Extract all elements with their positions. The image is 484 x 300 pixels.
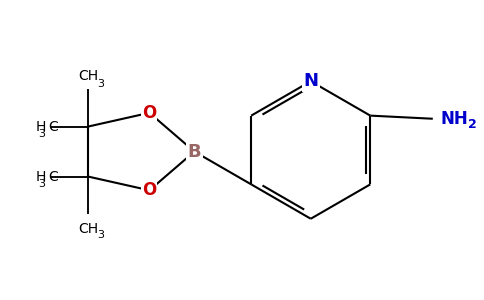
Text: 3: 3 [97,79,104,89]
Text: O: O [142,104,156,122]
Text: 3: 3 [39,179,45,189]
Text: 3: 3 [39,129,45,139]
Text: B: B [188,142,201,160]
Text: C: C [48,120,58,134]
Text: O: O [142,181,156,199]
Text: 2: 2 [468,118,477,131]
Text: 3: 3 [97,230,104,240]
Text: CH: CH [78,222,98,236]
Text: CH: CH [78,69,98,83]
Text: N: N [303,72,318,90]
Text: C: C [48,169,58,184]
Text: NH: NH [440,110,468,128]
Text: H: H [36,169,46,184]
Text: H: H [36,120,46,134]
